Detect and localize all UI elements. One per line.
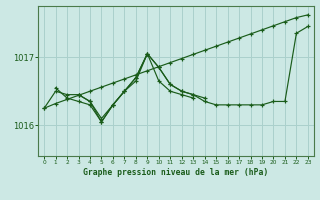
X-axis label: Graphe pression niveau de la mer (hPa): Graphe pression niveau de la mer (hPa)	[84, 168, 268, 177]
